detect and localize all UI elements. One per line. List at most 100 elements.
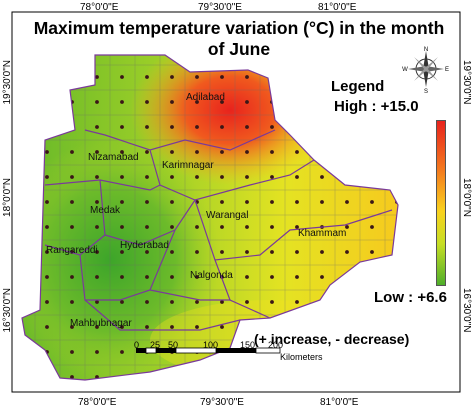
- grid-point: [120, 275, 124, 279]
- grid-point: [220, 325, 224, 329]
- grid-point: [220, 225, 224, 229]
- grid-point: [145, 275, 149, 279]
- grid-point: [195, 300, 199, 304]
- grid-point: [245, 250, 249, 254]
- grid-point: [245, 300, 249, 304]
- grid-point: [245, 75, 249, 79]
- grid-point: [295, 275, 299, 279]
- grid-point: [170, 100, 174, 104]
- grid-point: [320, 250, 324, 254]
- grid-point: [45, 150, 49, 154]
- grid-point: [145, 175, 149, 179]
- top-tick-79-30e: 79°30'0"E: [198, 2, 242, 13]
- grid-point: [220, 150, 224, 154]
- grid-point: [320, 275, 324, 279]
- grid-point: [45, 250, 49, 254]
- grid-point: [245, 200, 249, 204]
- left-tick-16-30n: 16°30'0"N: [2, 288, 13, 333]
- grid-point: [120, 175, 124, 179]
- grid-point: [120, 75, 124, 79]
- north-arrow-icon: N S E W: [402, 47, 449, 93]
- compass-s: S: [424, 89, 428, 93]
- grid-point: [170, 175, 174, 179]
- grid-point: [145, 125, 149, 129]
- grid-point: [120, 325, 124, 329]
- grid-point: [195, 275, 199, 279]
- grid-point: [245, 275, 249, 279]
- grid-point: [195, 100, 199, 104]
- grid-point: [170, 125, 174, 129]
- bottom-tick-79-30e: 79°30'0"E: [200, 397, 244, 408]
- grid-point: [70, 225, 74, 229]
- grid-point: [370, 225, 374, 229]
- grid-point: [220, 100, 224, 104]
- place-rangareddi: Rangareddi: [46, 245, 98, 256]
- left-tick-19-30n: 19°30'0"N: [2, 60, 13, 105]
- grid-point: [170, 75, 174, 79]
- place-khammam: Khammam: [298, 228, 347, 239]
- grid-point: [170, 325, 174, 329]
- grid-point: [220, 125, 224, 129]
- grid-point: [120, 250, 124, 254]
- grid-point: [70, 150, 74, 154]
- grid-point: [120, 350, 124, 354]
- grid-point: [145, 75, 149, 79]
- compass-n: N: [424, 47, 428, 53]
- compass-e: E: [445, 67, 449, 73]
- place-mahbubnagar: Mahbubnagar: [70, 318, 132, 329]
- legend-title: Legend: [331, 78, 385, 95]
- grid-point: [45, 200, 49, 204]
- grid-point: [95, 200, 99, 204]
- grid-point: [245, 100, 249, 104]
- scale-label-150: 150: [240, 340, 256, 350]
- place-nalgonda: Nalgonda: [190, 270, 233, 281]
- grid-point: [195, 250, 199, 254]
- grid-point: [70, 175, 74, 179]
- grid-point: [270, 225, 274, 229]
- grid-point: [345, 250, 349, 254]
- legend-color-ramp: [436, 120, 446, 286]
- grid-point: [95, 250, 99, 254]
- grid-point: [170, 300, 174, 304]
- grid-point: [345, 225, 349, 229]
- grid-point: [145, 100, 149, 104]
- grid-point: [170, 150, 174, 154]
- right-tick-19-30n: 19°30'0"N: [461, 60, 472, 105]
- bottom-tick-78e: 78°0'0"E: [78, 397, 117, 408]
- legend-high-label: High : +15.0: [334, 98, 419, 115]
- grid-point: [270, 250, 274, 254]
- grid-point: [95, 350, 99, 354]
- grid-point: [70, 300, 74, 304]
- grid-point: [295, 250, 299, 254]
- bottom-tick-81e: 81°0'0"E: [320, 397, 359, 408]
- right-tick-16-30n: 16°30'0"N: [461, 288, 472, 333]
- grid-point: [145, 300, 149, 304]
- left-tick-18n: 18°0'0"N: [2, 178, 13, 217]
- grid-point: [370, 250, 374, 254]
- scale-label-100: 100: [203, 340, 219, 350]
- grid-point: [120, 200, 124, 204]
- grid-point: [95, 100, 99, 104]
- grid-point: [45, 225, 49, 229]
- grid-point: [345, 200, 349, 204]
- grid-point: [170, 225, 174, 229]
- increase-decrease-note: (+ increase, - decrease): [254, 331, 410, 347]
- scale-bar: [136, 347, 281, 354]
- grid-point: [195, 325, 199, 329]
- grid-point: [95, 175, 99, 179]
- grid-point: [270, 125, 274, 129]
- legend-low-label: Low : +6.6: [374, 289, 447, 306]
- scale-label-0: 0: [134, 340, 140, 350]
- grid-point: [195, 225, 199, 229]
- map-title: Maximum temperature variation (°C) in th…: [33, 18, 445, 59]
- scale-unit-label: Kilometers: [280, 352, 323, 362]
- grid-point: [270, 150, 274, 154]
- grid-point: [295, 200, 299, 204]
- grid-point: [295, 175, 299, 179]
- grid-point: [120, 150, 124, 154]
- grid-point: [220, 200, 224, 204]
- grid-point: [170, 250, 174, 254]
- grid-point: [270, 300, 274, 304]
- grid-point: [120, 225, 124, 229]
